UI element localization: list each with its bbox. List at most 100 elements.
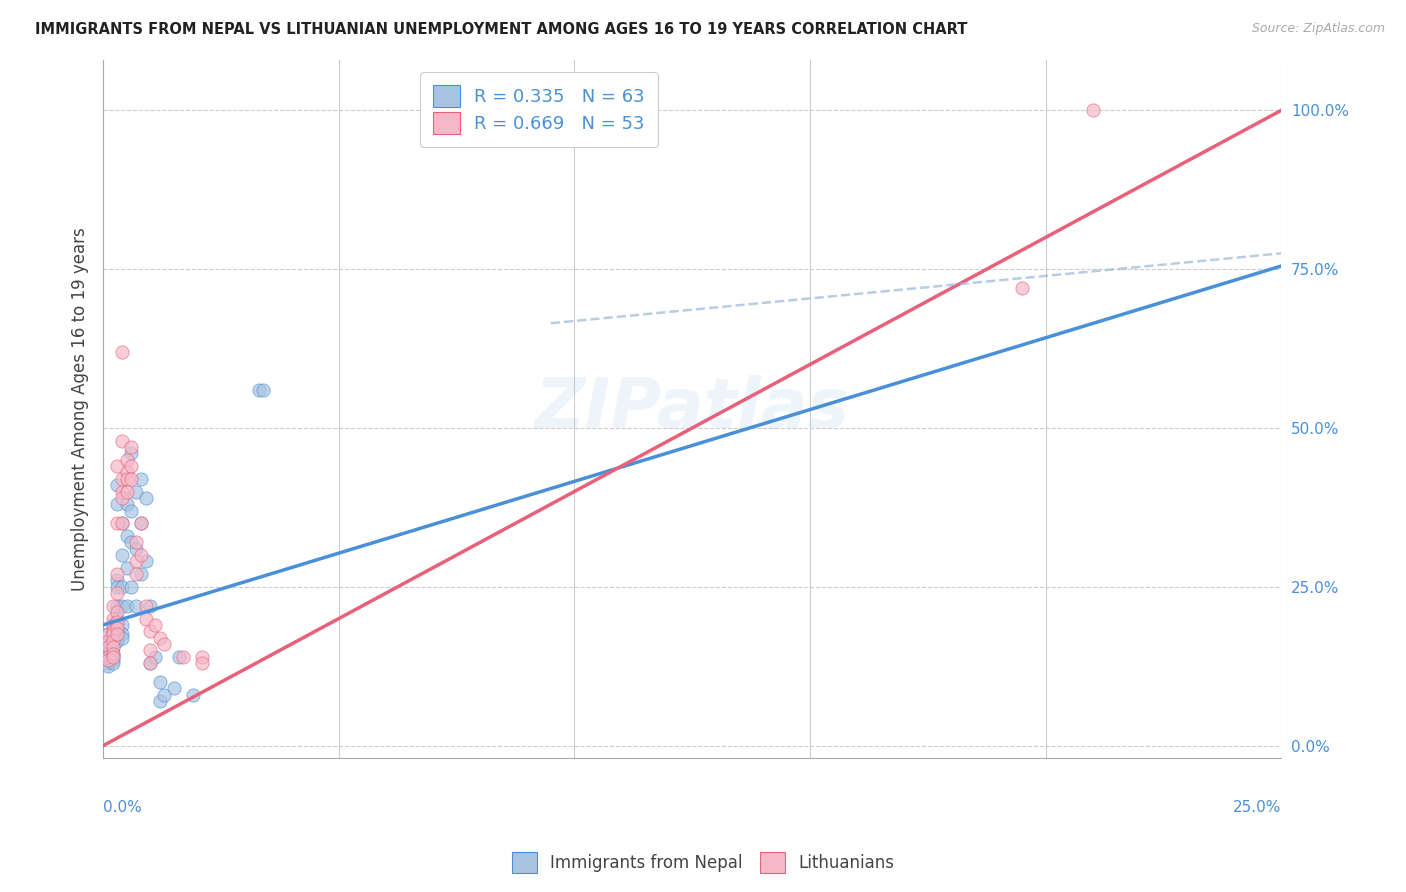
Point [105,497,128,511]
Point [111,631,134,645]
Point [101,633,124,648]
Point [101,599,124,613]
Point [125,554,148,568]
Legend: R = 0.335   N = 63, R = 0.669   N = 53: R = 0.335 N = 63, R = 0.669 N = 53 [420,72,658,147]
Point [125,599,148,613]
Point [111,627,134,641]
Point [105,615,128,629]
Point [120,535,142,549]
Text: 25.0%: 25.0% [1233,800,1281,815]
Point [105,624,128,639]
Point [115,452,138,467]
Y-axis label: Unemployment Among Ages 16 to 19 years: Unemployment Among Ages 16 to 19 years [72,227,89,591]
Point [105,633,128,648]
Point [101,649,124,664]
Point [111,548,134,562]
Text: ZIPatlas: ZIPatlas [534,376,849,442]
Point [97,633,120,648]
Point [101,618,124,632]
Point [101,647,124,661]
Point [97,656,120,670]
Point [111,434,134,448]
Point [105,478,128,492]
Point [111,618,134,632]
Point [111,580,134,594]
Point [181,688,204,702]
Point [101,633,124,648]
Point [111,516,134,531]
Point [97,637,120,651]
Point [139,656,162,670]
Point [115,529,138,543]
Point [163,681,186,696]
Point [97,627,120,641]
Point [97,653,120,667]
Point [97,643,120,657]
Point [97,649,120,664]
Point [153,637,176,651]
Point [101,624,124,639]
Point [139,624,162,639]
Point [125,541,148,556]
Point [247,383,270,397]
Point [191,649,214,664]
Point [105,621,128,635]
Point [149,631,172,645]
Point [135,611,157,625]
Point [111,344,134,359]
Point [101,631,124,645]
Legend: Immigrants from Nepal, Lithuanians: Immigrants from Nepal, Lithuanians [505,846,901,880]
Point [101,618,124,632]
Point [120,503,142,517]
Point [115,466,138,480]
Point [105,459,128,474]
Point [120,472,142,486]
Point [111,472,134,486]
Point [105,627,128,641]
Point [115,561,138,575]
Point [97,647,120,661]
Point [97,640,120,655]
Point [149,694,172,708]
Point [101,624,124,639]
Point [115,599,138,613]
Point [129,548,152,562]
Point [125,535,148,549]
Point [129,567,152,582]
Point [120,440,142,454]
Point [101,640,124,655]
Point [101,627,124,641]
Point [97,659,120,673]
Point [139,599,162,613]
Point [105,599,128,613]
Point [120,446,142,460]
Text: Source: ZipAtlas.com: Source: ZipAtlas.com [1251,22,1385,36]
Point [105,580,128,594]
Point [111,491,134,505]
Text: 0.0%: 0.0% [103,800,142,815]
Point [135,554,157,568]
Point [111,599,134,613]
Point [105,627,128,641]
Point [129,472,152,486]
Point [143,649,166,664]
Point [135,491,157,505]
Point [105,631,128,645]
Point [97,627,120,641]
Point [111,484,134,499]
Point [167,649,190,664]
Point [97,649,120,664]
Point [125,484,148,499]
Point [97,640,120,655]
Point [115,472,138,486]
Point [135,599,157,613]
Point [252,383,274,397]
Point [97,653,120,667]
Point [1011,281,1033,295]
Point [149,675,172,690]
Point [105,586,128,600]
Point [101,611,124,625]
Point [101,656,124,670]
Point [111,516,134,531]
Point [101,653,124,667]
